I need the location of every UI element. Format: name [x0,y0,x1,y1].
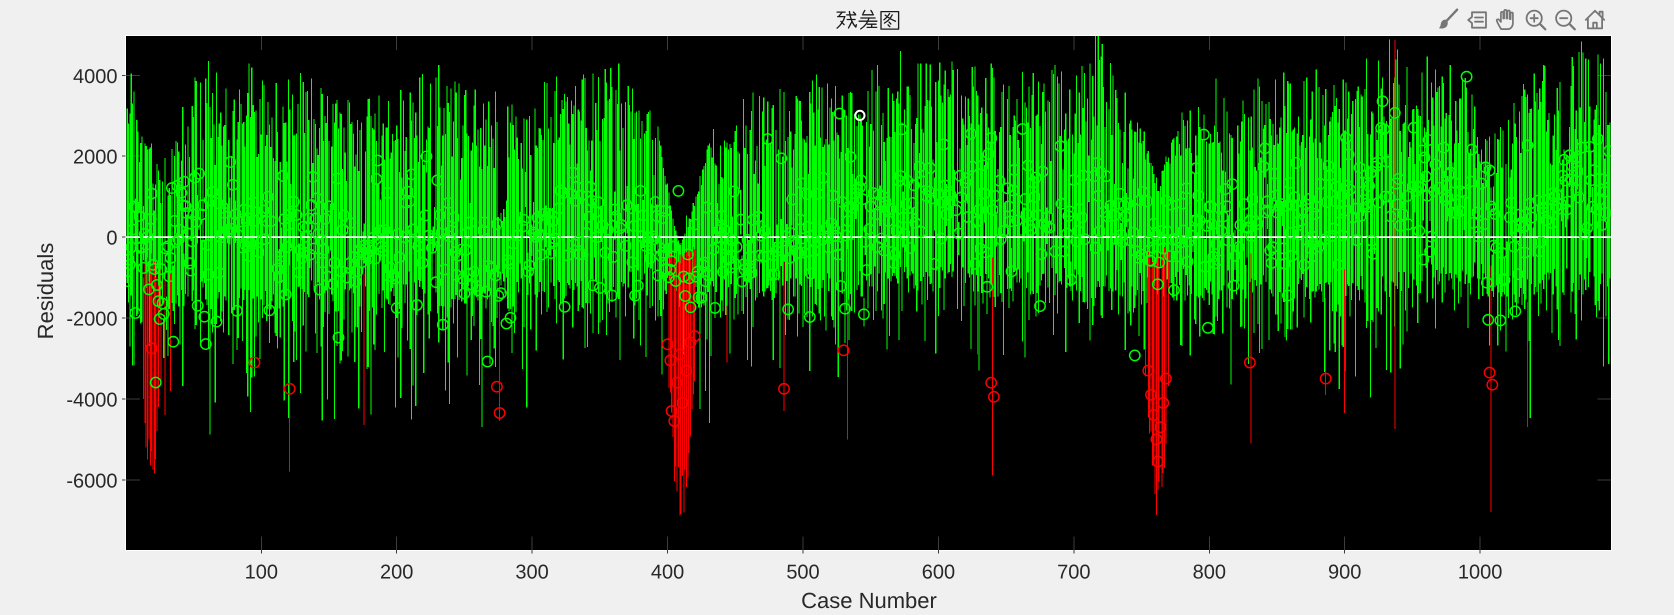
svg-text:900: 900 [1328,562,1361,584]
svg-text:2000: 2000 [73,147,118,169]
svg-text:-2000: -2000 [66,309,117,331]
svg-text:4000: 4000 [73,66,118,88]
svg-text:500: 500 [786,562,819,584]
svg-text:700: 700 [1057,562,1090,584]
svg-text:1000: 1000 [1458,562,1503,584]
svg-text:-6000: -6000 [66,470,117,492]
svg-text:0: 0 [106,228,117,250]
svg-text:100: 100 [245,562,278,584]
svg-text:200: 200 [380,562,413,584]
svg-text:600: 600 [922,562,955,584]
svg-text:Residuals: Residuals [33,243,58,340]
svg-text:Case Number: Case Number [801,588,937,613]
svg-text:-4000: -4000 [66,389,117,411]
svg-text:800: 800 [1193,562,1226,584]
svg-text:300: 300 [515,562,548,584]
svg-text:400: 400 [651,562,684,584]
